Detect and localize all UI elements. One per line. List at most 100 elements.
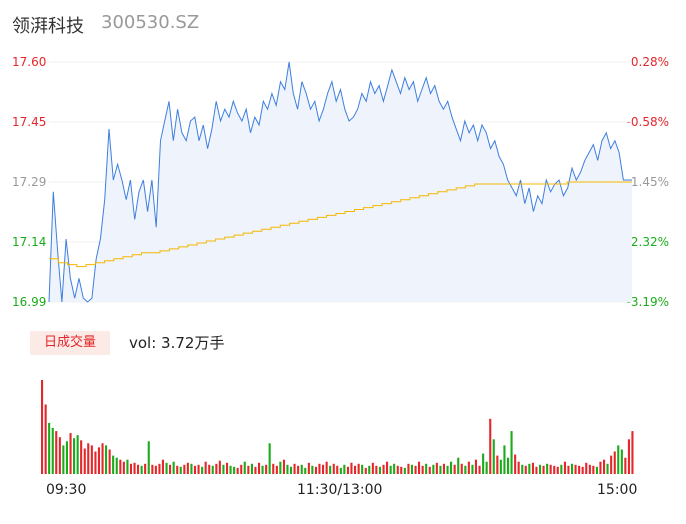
- volume-bar: [183, 464, 186, 474]
- volume-bar: [211, 465, 214, 474]
- y-tick-price: 17.29: [12, 175, 47, 189]
- volume-chart: [41, 380, 634, 474]
- volume-bar: [268, 443, 271, 474]
- volume-bar: [329, 465, 332, 474]
- volume-bar: [357, 463, 360, 474]
- volume-bar: [386, 461, 389, 474]
- volume-bar: [140, 465, 143, 474]
- daily-volume-button[interactable]: 日成交量: [30, 331, 110, 355]
- volume-bar: [176, 465, 179, 474]
- volume-bar: [290, 466, 293, 474]
- volume-bar: [275, 465, 278, 474]
- volume-bar: [229, 465, 232, 474]
- volume-bar: [41, 380, 44, 474]
- volume-bar: [80, 440, 83, 474]
- volume-bar: [265, 464, 268, 474]
- volume-bar: [186, 462, 189, 474]
- volume-bar: [595, 466, 598, 474]
- volume-bar: [119, 459, 122, 474]
- volume-bar: [403, 467, 406, 474]
- volume-bar: [158, 463, 161, 474]
- y-tick-price: 17.14: [12, 235, 47, 249]
- volume-bar: [258, 462, 261, 474]
- volume-bar: [585, 462, 588, 474]
- volume-bar: [332, 463, 335, 474]
- volume-bar: [65, 441, 68, 474]
- volume-bar: [90, 445, 93, 474]
- volume-bar: [606, 463, 609, 474]
- volume-bar: [190, 463, 193, 474]
- volume-bar: [531, 462, 534, 474]
- volume-bar: [201, 466, 204, 474]
- volume-bar: [322, 464, 325, 474]
- volume-bar: [581, 466, 584, 474]
- volume-bar: [226, 462, 229, 474]
- volume-bar: [592, 465, 595, 474]
- volume-bar: [613, 451, 616, 474]
- volume-bar: [542, 465, 545, 474]
- volume-bar: [571, 463, 574, 474]
- y-tick-price: 16.99: [12, 295, 47, 309]
- volume-bar: [489, 418, 492, 474]
- volume-bar: [101, 443, 104, 474]
- volume-bar: [407, 463, 410, 474]
- volume-bar: [314, 466, 317, 474]
- volume-bar: [108, 449, 111, 474]
- volume-bar: [507, 457, 510, 474]
- y-tick-percent: -0.58%: [626, 115, 669, 129]
- volume-bar: [503, 445, 506, 474]
- x-tick-midday: 11:30/13:00: [297, 482, 383, 498]
- volume-bar: [563, 461, 566, 474]
- volume-bar: [282, 459, 285, 474]
- volume-bar: [528, 463, 531, 474]
- volume-bar: [179, 466, 182, 474]
- volume-bar: [418, 461, 421, 474]
- volume-bar: [55, 431, 58, 474]
- volume-bar: [453, 464, 456, 474]
- volume-bar: [250, 463, 253, 474]
- stock-name: 领湃科技: [12, 16, 84, 37]
- price-line: [48, 61, 632, 303]
- volume-bar: [122, 461, 125, 474]
- stock-code: 300530.SZ: [101, 12, 200, 33]
- volume-bar: [599, 461, 602, 474]
- volume-bar: [350, 462, 353, 474]
- volume-bar: [485, 461, 488, 474]
- volume-bar: [432, 464, 435, 474]
- volume-bar: [233, 466, 236, 474]
- y-tick-percent: 0.28%: [630, 55, 669, 69]
- volume-bar: [375, 465, 378, 474]
- volume-bar: [510, 431, 513, 474]
- volume-bar: [560, 464, 563, 474]
- y-tick-price: 17.60: [12, 55, 47, 69]
- x-tick-close: 15:00: [597, 482, 638, 498]
- volume-bar: [535, 466, 538, 474]
- y-tick-percent: -2.32%: [626, 235, 669, 249]
- volume-bar: [169, 464, 172, 474]
- volume-bar: [421, 465, 424, 474]
- volume-bar: [631, 431, 634, 474]
- volume-bar: [425, 463, 428, 474]
- volume-bar: [588, 464, 591, 474]
- volume-bar: [83, 448, 86, 474]
- volume-bar: [133, 462, 136, 474]
- volume-bar: [482, 453, 485, 474]
- volume-bar: [208, 464, 211, 474]
- volume-bar: [396, 465, 399, 474]
- volume-bar: [603, 459, 606, 474]
- volume-bar: [620, 449, 623, 474]
- volume-bar: [378, 466, 381, 474]
- y-tick-percent: -3.19%: [626, 295, 669, 309]
- volume-bar: [567, 465, 570, 474]
- volume-bar: [48, 422, 51, 474]
- volume-bar: [304, 467, 307, 474]
- volume-bar: [400, 466, 403, 474]
- volume-summary: vol: 3.72万手: [129, 334, 225, 352]
- volume-bar: [336, 465, 339, 474]
- volume-bar: [137, 464, 140, 474]
- volume-bar: [293, 463, 296, 474]
- volume-bar: [514, 454, 517, 474]
- volume-bar: [240, 464, 243, 474]
- volume-bar: [236, 467, 239, 474]
